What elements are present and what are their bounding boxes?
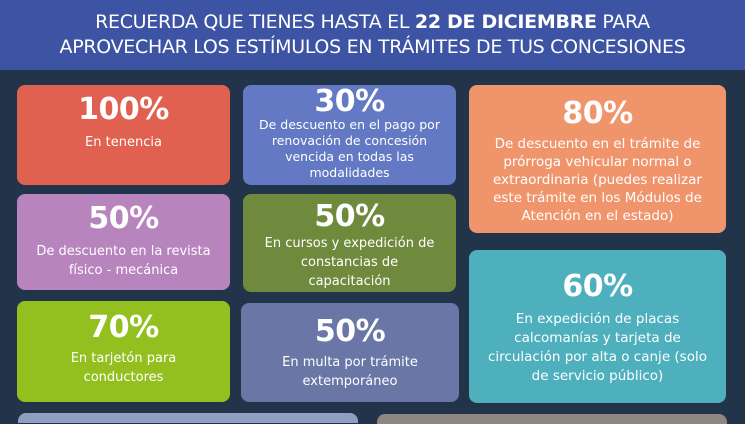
discount-description: De descuento en el trámite de prórroga v… (493, 136, 702, 224)
deadline-date: 22 DE DICIEMBRE (414, 11, 597, 33)
discount-card-multa: 50% En multa por trámite extemporáneo (241, 303, 459, 402)
discount-card-cursos: 50% En cursos y expedición de constancia… (243, 194, 456, 292)
discount-card-prorroga: 80% De descuento en el trámite de prórro… (469, 85, 726, 233)
header-line-2: APROVECHAR LOS ESTÍMULOS EN TRÁMITES DE … (59, 36, 686, 58)
discount-percent: 80% (562, 96, 633, 131)
discount-percent: 100% (78, 92, 169, 127)
partial-card-right (377, 414, 727, 424)
discount-card-tarjeton: 70% En tarjetón para conductores (17, 301, 230, 402)
discount-description: En multa por trámite extemporáneo (282, 355, 418, 389)
discount-card-placas: 60% En expedición de placas calcomanías … (469, 250, 726, 403)
discount-percent: 50% (314, 314, 386, 349)
discount-description: En cursos y expedición de constancias de… (264, 236, 435, 289)
discount-percent: 30% (314, 84, 385, 119)
discount-percent: 70% (88, 310, 159, 345)
discount-description: En tenencia (85, 135, 162, 150)
discount-percent: 60% (562, 269, 633, 304)
discount-description: De descuento en el pago por renovación d… (259, 117, 440, 180)
discount-description: De descuento en la revista físico - mecá… (36, 244, 211, 278)
partial-card-left (18, 413, 358, 423)
discount-description: En tarjetón para conductores (70, 351, 177, 385)
discount-card-tenencia: 100% En tenencia (17, 85, 230, 185)
discount-description: En expedición de placas calcomanías y ta… (488, 311, 707, 384)
discount-card-revista: 50% De descuento en la revista físico - … (17, 194, 230, 290)
discount-percent: 50% (88, 201, 159, 236)
banner-header: RECUERDA QUE TIENES HASTA EL 22 DE DICIE… (0, 0, 745, 70)
discount-card-renovacion: 30% De descuento en el pago por renovaci… (243, 85, 456, 185)
header-line-1: RECUERDA QUE TIENES HASTA EL 22 DE DICIE… (95, 11, 650, 33)
discount-percent: 50% (314, 199, 385, 234)
